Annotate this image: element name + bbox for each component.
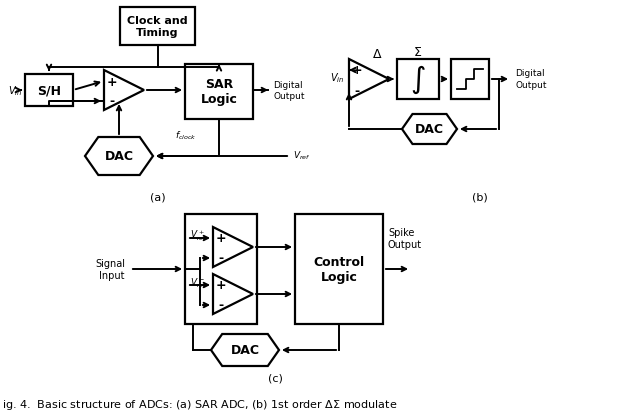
Text: $\Sigma$: $\Sigma$ [413, 45, 422, 58]
Text: +: + [216, 279, 227, 292]
Polygon shape [402, 115, 457, 145]
Text: -: - [218, 252, 223, 265]
Text: +: + [352, 64, 362, 77]
Text: Output: Output [273, 92, 305, 101]
Polygon shape [213, 228, 253, 267]
Text: +: + [107, 75, 117, 88]
Text: Output: Output [388, 240, 422, 249]
Text: Input: Input [99, 271, 125, 280]
Text: $V_{ref}^+$: $V_{ref}^+$ [190, 228, 207, 242]
Polygon shape [349, 60, 389, 100]
Bar [397, 60, 439, 100]
Text: $V_{in}$: $V_{in}$ [8, 84, 22, 97]
Polygon shape [85, 138, 153, 176]
Text: Spike: Spike [388, 228, 414, 237]
Bar [451, 60, 489, 100]
Text: Clock and
Timing: Clock and Timing [127, 16, 188, 38]
Polygon shape [211, 334, 279, 366]
Text: SAR
Logic: SAR Logic [200, 78, 237, 106]
Bar [185, 214, 257, 324]
Text: $V_{ref}^-$: $V_{ref}^-$ [190, 275, 207, 289]
Text: ig. 4.  Basic structure of ADCs: (a) SAR ADC, (b) 1st order $\Delta\Sigma$ modul: ig. 4. Basic structure of ADCs: (a) SAR … [2, 397, 397, 411]
Text: $f_{clock}$: $f_{clock}$ [175, 129, 196, 142]
Text: $\Delta$: $\Delta$ [372, 48, 382, 62]
Bar [295, 214, 383, 324]
Text: S/H: S/H [37, 84, 61, 97]
Text: DAC: DAC [104, 150, 134, 163]
Text: Control
Logic: Control Logic [314, 255, 365, 283]
Text: -: - [218, 299, 223, 312]
Text: (b): (b) [472, 192, 488, 202]
Text: Output: Output [515, 81, 547, 90]
Bar [185, 65, 253, 120]
Text: (c): (c) [268, 373, 282, 383]
Text: Digital: Digital [515, 69, 545, 78]
Text: Digital: Digital [273, 81, 303, 90]
Text: (a): (a) [150, 192, 166, 202]
Text: DAC: DAC [415, 123, 444, 136]
Text: $\int$: $\int$ [410, 64, 426, 96]
Text: $V_{ref}$: $V_{ref}$ [293, 150, 310, 162]
Bar [25, 75, 73, 107]
Text: -: - [109, 95, 115, 108]
Text: DAC: DAC [230, 344, 259, 357]
Bar [120, 8, 195, 46]
Polygon shape [104, 71, 144, 111]
Text: -: - [355, 84, 360, 97]
Text: $V_{in}$: $V_{in}$ [330, 71, 344, 85]
Polygon shape [213, 274, 253, 314]
Text: +: + [216, 232, 227, 245]
Text: Signal: Signal [95, 259, 125, 268]
